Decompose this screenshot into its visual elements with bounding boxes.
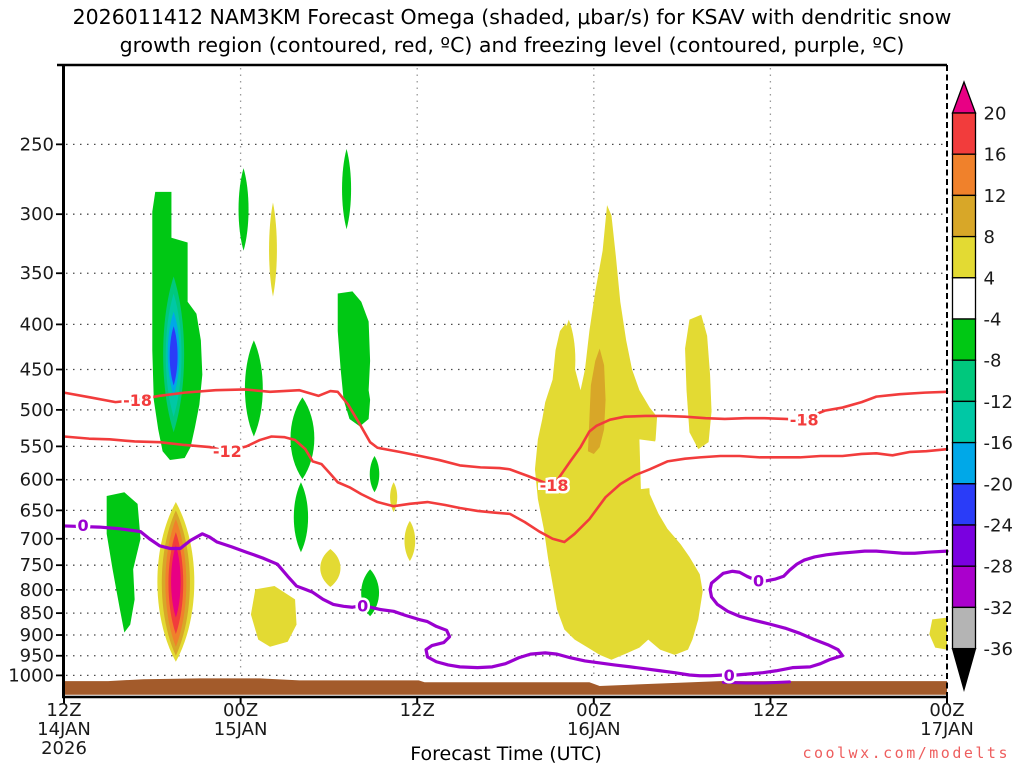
shaded-region-yellow-small-2 (404, 520, 416, 562)
colorbar-segment (951, 235, 977, 279)
colorbar-segment (951, 194, 977, 238)
shaded-region-yellow-finger-16jan (685, 314, 712, 450)
colorbar-segment (951, 400, 977, 444)
contour-label-dgz-minus18: -18 (540, 476, 569, 495)
contour-line-dgz-minus12 (62, 435, 949, 544)
colorbar-label: 16 (984, 145, 1007, 166)
colorbar-label: 20 (984, 104, 1007, 125)
contour-label-dgz-minus18: -18 (123, 391, 152, 410)
shaded-region-downdraft-tower-max (171, 545, 181, 618)
x-tick-label: 16JAN (567, 719, 621, 740)
shaded-region-subsidence-mass-16jan (534, 205, 703, 660)
contour-line-dgz-minus18 (62, 388, 949, 487)
colorbar-label: -20 (984, 474, 1013, 495)
y-tick-label: 400 (20, 314, 54, 335)
y-tick-label: 750 (20, 555, 54, 576)
y-tick-label: 300 (20, 204, 54, 225)
x-tick-label: 12Z (400, 700, 435, 721)
y-tick-label: 850 (20, 603, 54, 624)
y-tick-label: 800 (20, 580, 54, 601)
y-tick-label: 950 (20, 646, 54, 667)
shaded-region-green-lowlevel-left (106, 492, 141, 633)
x-axis-title: Forecast Time (UTC) (410, 743, 602, 765)
colorbar-segment (951, 441, 977, 485)
colorbar-segment (951, 483, 977, 526)
shaded-region-green-blob-mid (290, 397, 315, 480)
watermark: coolwx.com/modelts (802, 744, 1010, 762)
shaded-region-yellow-sliver-1 (269, 202, 277, 297)
contour-label-freezing-level: 0 (753, 572, 764, 591)
colorbar-segment (951, 277, 977, 320)
shaded-region-yellow-lowlevel (250, 586, 297, 647)
x-tick-label: 00Z (929, 700, 964, 721)
title-line-2: growth region (contoured, red, ºC) and f… (119, 33, 905, 57)
y-tick-label: 250 (20, 134, 54, 155)
x-tick-label: 12Z (753, 700, 788, 721)
colorbar-label: -12 (984, 392, 1013, 413)
y-tick-label: 700 (20, 529, 54, 550)
contour-label-freezing-level: 0 (357, 596, 368, 615)
contour-label-dgz-minus12: -12 (213, 442, 242, 461)
terrain-surface (64, 678, 947, 695)
colorbar-label: -4 (984, 310, 1002, 331)
colorbar-label: -8 (984, 351, 1002, 372)
colorbar-over-triangle (951, 80, 977, 114)
contour-label-freezing-level: 0 (78, 516, 89, 535)
shaded-region-green-sliver-1 (238, 168, 249, 251)
colorbar-segment (951, 565, 977, 609)
shaded-region-green-small-2 (293, 482, 309, 553)
contour-line-freezing-level (62, 524, 949, 678)
colorbar-label: -24 (984, 516, 1013, 537)
page-title: 2026011412 NAM3KM Forecast Omega (shaded… (0, 3, 1024, 59)
x-tick-label: 17JAN (920, 719, 974, 740)
colorbar-segment (951, 153, 977, 197)
x-tick-label: 14JAN (37, 719, 91, 740)
y-tick-label: 650 (20, 500, 54, 521)
y-tick-label: 900 (20, 625, 54, 646)
y-tick-label: 350 (20, 263, 54, 284)
shaded-region-green-small-1 (369, 456, 380, 493)
shaded-region-green-sliver-2 (342, 148, 352, 230)
x-tick-label: 00Z (223, 700, 258, 721)
y-tick-label: 1000 (8, 665, 54, 686)
colorbar-label: -32 (984, 598, 1013, 619)
shaded-region-yellow-right-edge (929, 617, 947, 650)
y-tick-label: 500 (20, 400, 54, 421)
colorbar-under-triangle (951, 647, 977, 693)
x-tick-label: 12Z (46, 700, 81, 721)
x-tick-label: 15JAN (214, 719, 268, 740)
x-tick-label: 00Z (576, 700, 611, 721)
shaded-region-green-sliver-3 (244, 340, 263, 437)
colorbar-segment (951, 524, 977, 567)
colorbar-label: -36 (984, 639, 1013, 660)
colorbar-label: -28 (984, 557, 1013, 578)
y-tick-label: 600 (20, 470, 54, 491)
colorbar-segment (951, 318, 977, 361)
x-tick-label: 2026 (41, 738, 87, 759)
colorbar-segment (951, 606, 977, 650)
title-line-1: 2026011412 NAM3KM Forecast Omega (shaded… (72, 5, 952, 29)
colorbar-segment (951, 359, 977, 403)
colorbar-label: -16 (984, 433, 1013, 454)
contour-label-dgz-minus18: -18 (790, 411, 819, 430)
colorbar-label: 12 (984, 186, 1007, 207)
y-tick-label: 550 (20, 436, 54, 457)
y-tick-label: 450 (20, 360, 54, 381)
shaded-region-yellow-small-3 (320, 549, 341, 588)
colorbar-segment (951, 112, 977, 155)
contour-line-freezing-level-surface-segment (721, 680, 792, 685)
shaded-region-updraft-core-max (169, 326, 178, 386)
shaded-region-yellow-small-1 (390, 482, 398, 513)
colorbar-label: 8 (984, 227, 995, 248)
colorbar-label: 4 (984, 268, 995, 289)
shaded-region-green-blob-15jan (337, 291, 371, 427)
contour-label-freezing-level: 0 (724, 666, 735, 685)
shaded-region-subsidence-mass-hole (639, 439, 658, 490)
